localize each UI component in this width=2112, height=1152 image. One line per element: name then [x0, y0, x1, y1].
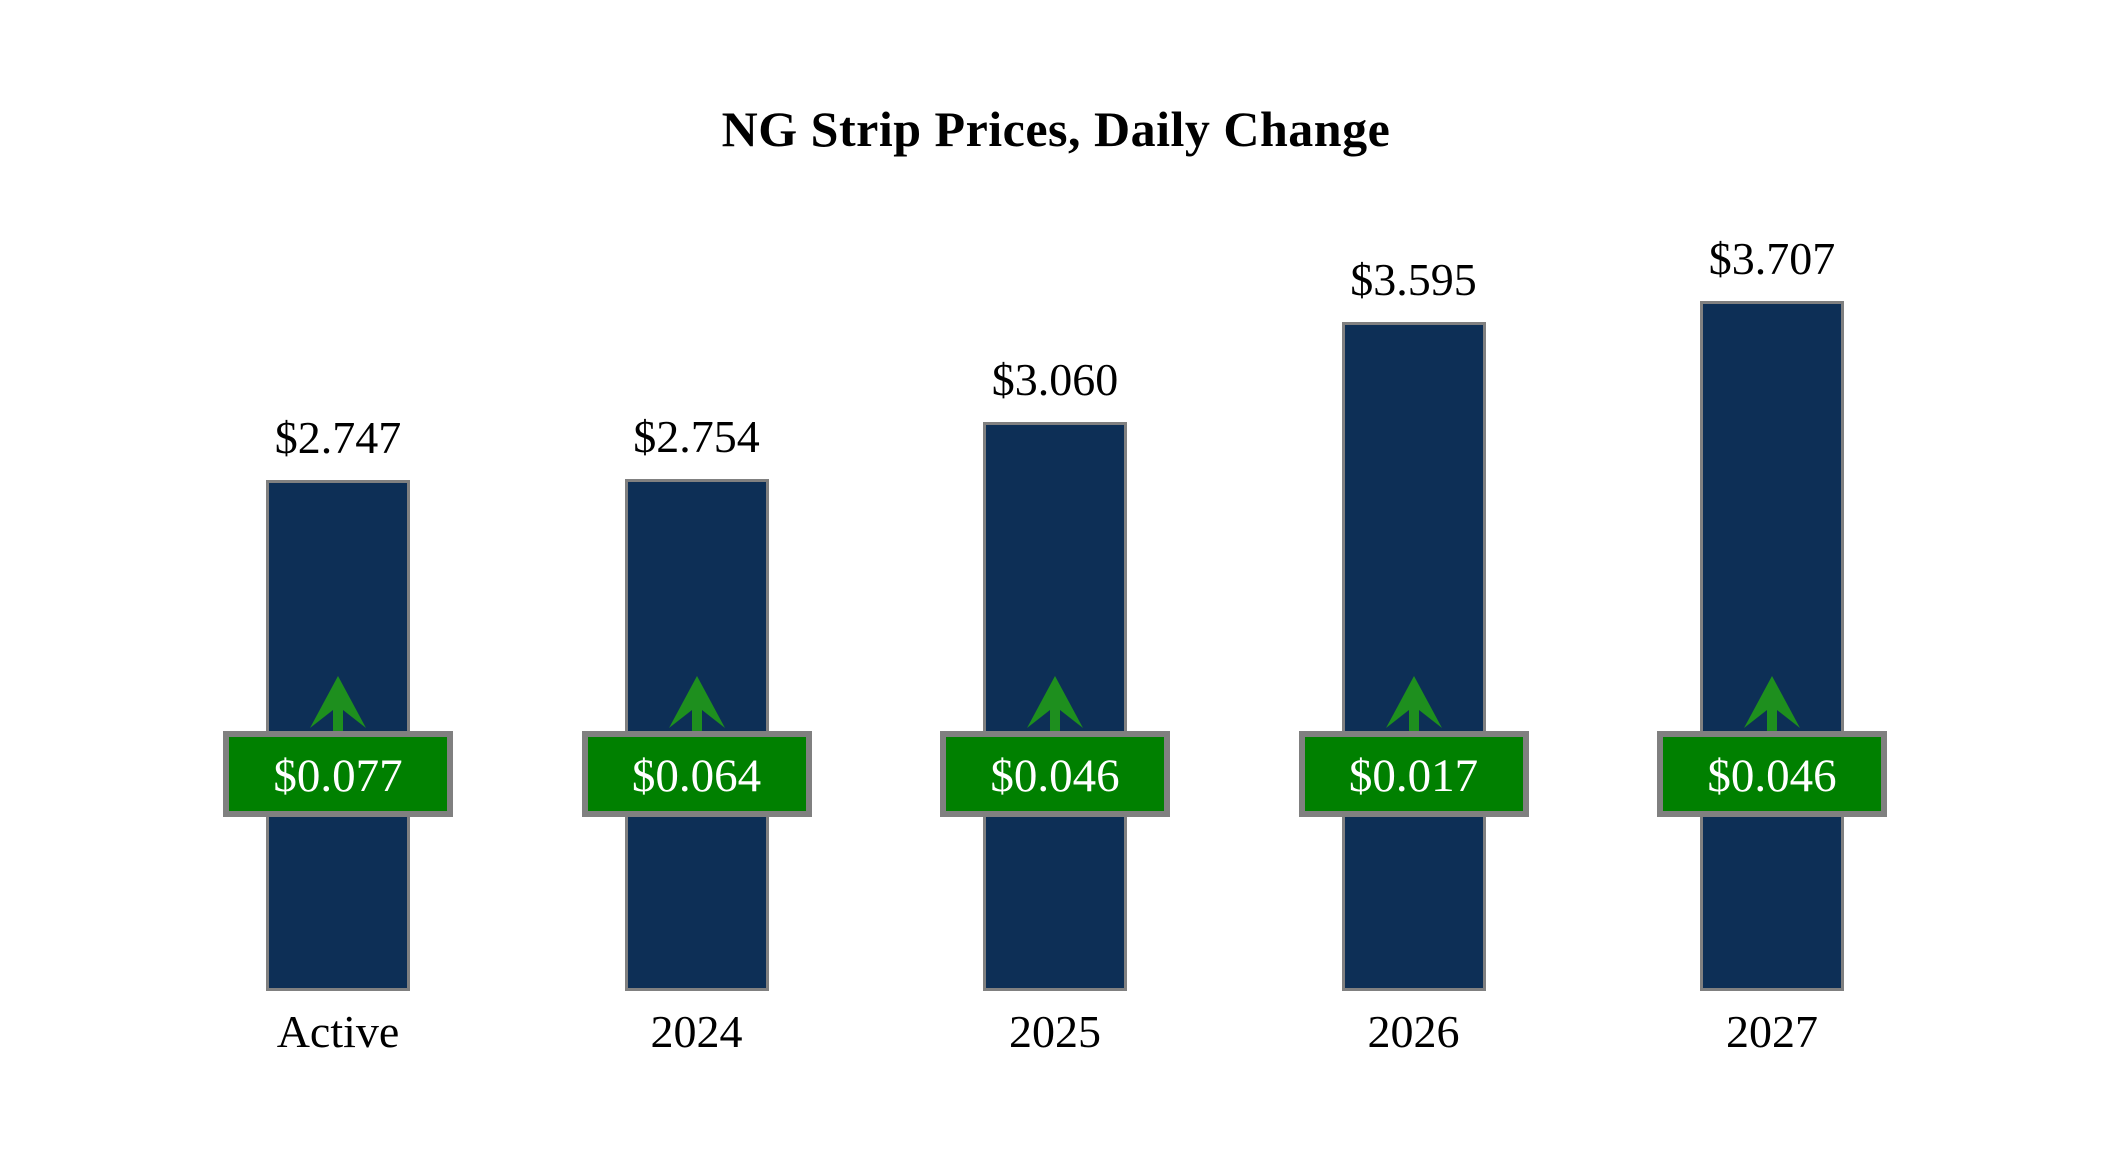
category-label: 2024	[650, 1006, 743, 1057]
bar-value-label: $3.707	[1708, 233, 1836, 284]
change-badge: $0.077	[223, 731, 453, 817]
chart-title: NG Strip Prices, Daily Change	[721, 101, 1391, 157]
change-badge: $0.017	[1298, 731, 1529, 817]
change-value-label: $0.064	[631, 749, 762, 802]
change-value-label: $0.046	[990, 749, 1120, 802]
bar	[1341, 322, 1486, 991]
bar-value-label: $3.060	[991, 354, 1119, 405]
category-label: 2027	[1726, 1006, 1818, 1057]
category-label: 2025	[1009, 1006, 1101, 1057]
up-arrow-icon	[1744, 676, 1800, 731]
category-label: 2026	[1367, 1006, 1460, 1057]
bar-value-label: $2.747	[274, 412, 402, 463]
category-label: Active	[276, 1006, 400, 1057]
up-arrow-icon	[668, 676, 725, 731]
up-arrow-icon	[1027, 676, 1083, 731]
bar-value-label: $2.754	[633, 411, 760, 462]
up-arrow-icon	[1385, 676, 1442, 731]
bar-value-label: $3.595	[1350, 254, 1477, 305]
change-badge: $0.046	[1657, 731, 1887, 817]
change-value-label: $0.046	[1707, 749, 1837, 802]
up-arrow-icon	[310, 676, 366, 731]
change-value-label: $0.077	[273, 749, 403, 802]
change-value-label: $0.017	[1348, 749, 1479, 802]
change-badge: $0.046	[940, 731, 1170, 817]
change-badge: $0.064	[581, 731, 812, 817]
bar	[1700, 301, 1844, 991]
